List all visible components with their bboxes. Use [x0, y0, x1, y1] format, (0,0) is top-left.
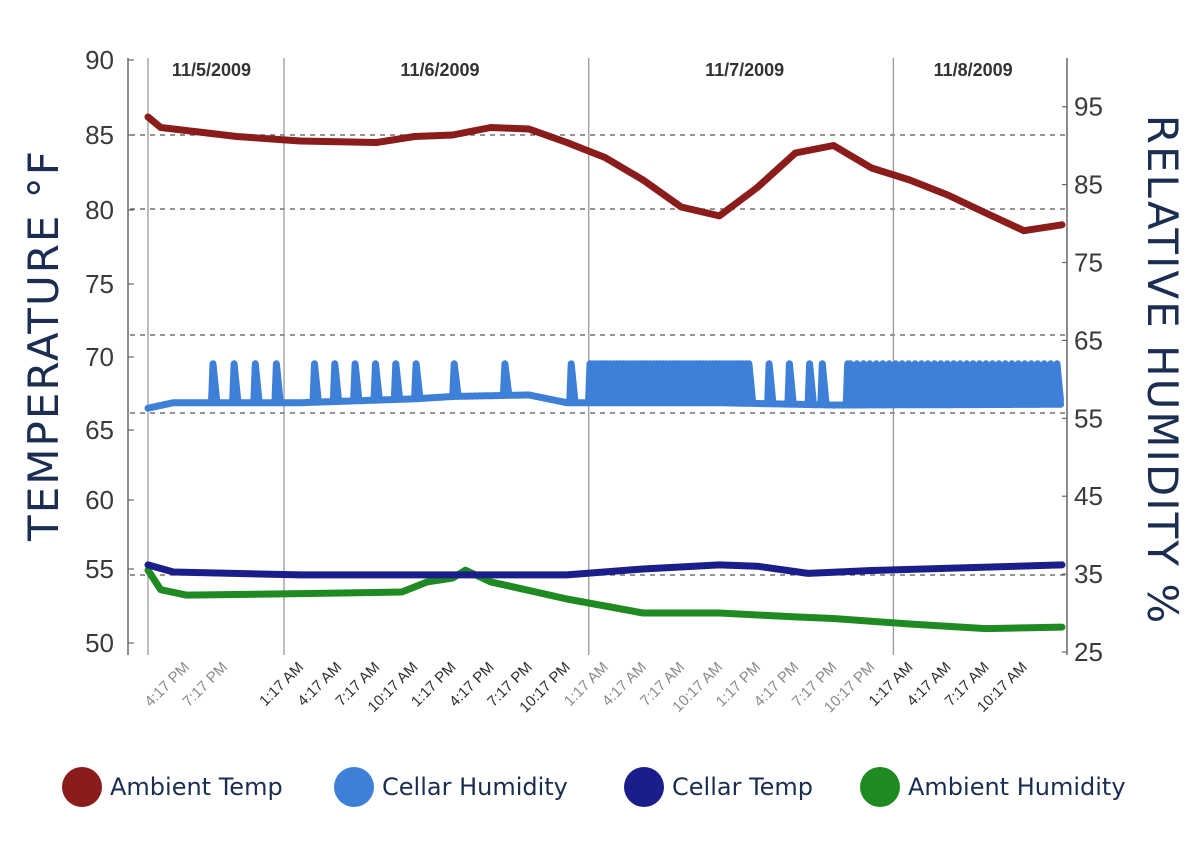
y-left-tick-label: 90 [85, 45, 114, 75]
legend-item: Cellar Temp [624, 762, 813, 812]
series-line-cellar-temp [144, 561, 1066, 579]
y-right-tick-label: 95 [1074, 92, 1103, 122]
y-left-tick-label: 55 [85, 554, 114, 584]
y-right-tick-label: 75 [1074, 248, 1103, 278]
series-layer [144, 113, 1066, 633]
date-label: 11/7/2009 [705, 60, 784, 80]
y-right-tick-label: 65 [1074, 325, 1103, 355]
y-right-axis-title: RELATIVE HUMIDITY % [1138, 115, 1187, 625]
y-left-tick-label: 60 [85, 485, 114, 515]
y-right-tick-label: 25 [1074, 637, 1103, 667]
legend-swatch [624, 767, 664, 807]
y-left-tick-label: 50 [85, 628, 114, 658]
legend-swatch [62, 767, 102, 807]
y-left-tick-label: 80 [85, 195, 114, 225]
series-line-ambient-humidity [144, 566, 1066, 633]
legend-swatch [860, 767, 900, 807]
y-left-tick-label: 70 [85, 342, 114, 372]
grid-lines [130, 58, 1068, 655]
y-right-tick-label: 45 [1074, 481, 1103, 511]
series-line-cellar-humidity [144, 360, 1065, 412]
date-label: 11/5/2009 [172, 60, 251, 80]
legend-label: Ambient Temp [110, 773, 283, 801]
series-line-ambient-temp [144, 113, 1066, 235]
legend-item: Ambient Humidity [860, 762, 1126, 812]
y-left-tick-label: 85 [85, 120, 114, 150]
chart-canvas: 90 85 80 75 70 65 60 55 50 95 85 75 65 55 45 35 25 11/5/2… [19, 45, 1187, 716]
y-left-tick-label: 65 [85, 415, 114, 445]
date-label: 11/8/2009 [934, 60, 1013, 80]
date-label: 11/6/2009 [400, 60, 479, 80]
legend-label: Ambient Humidity [908, 773, 1126, 801]
y-left-tick-label: 75 [85, 269, 114, 299]
y-right-tick-label: 85 [1074, 170, 1103, 200]
legend-label: Cellar Humidity [382, 773, 568, 801]
legend-item: Ambient Temp [62, 762, 283, 812]
legend: Ambient Temp Cellar Humidity Cellar Temp Am… [0, 762, 1200, 812]
legend-item: Cellar Humidity [334, 762, 568, 812]
y-right-tick-label: 35 [1074, 559, 1103, 589]
y-right-tick-label: 55 [1074, 403, 1103, 433]
legend-swatch [334, 767, 374, 807]
legend-label: Cellar Temp [672, 773, 814, 801]
y-left-axis-title: TEMPERATURE °F [19, 149, 68, 542]
